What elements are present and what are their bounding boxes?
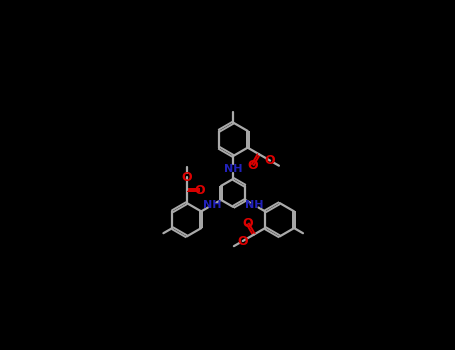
- Text: O: O: [182, 171, 192, 184]
- Text: NH: NH: [224, 163, 243, 174]
- Text: O: O: [242, 217, 253, 230]
- Text: O: O: [194, 184, 205, 197]
- Text: NH: NH: [245, 200, 263, 210]
- Text: O: O: [247, 159, 258, 172]
- Text: O: O: [238, 234, 248, 247]
- Text: NH: NH: [203, 200, 222, 210]
- Text: O: O: [265, 154, 275, 167]
